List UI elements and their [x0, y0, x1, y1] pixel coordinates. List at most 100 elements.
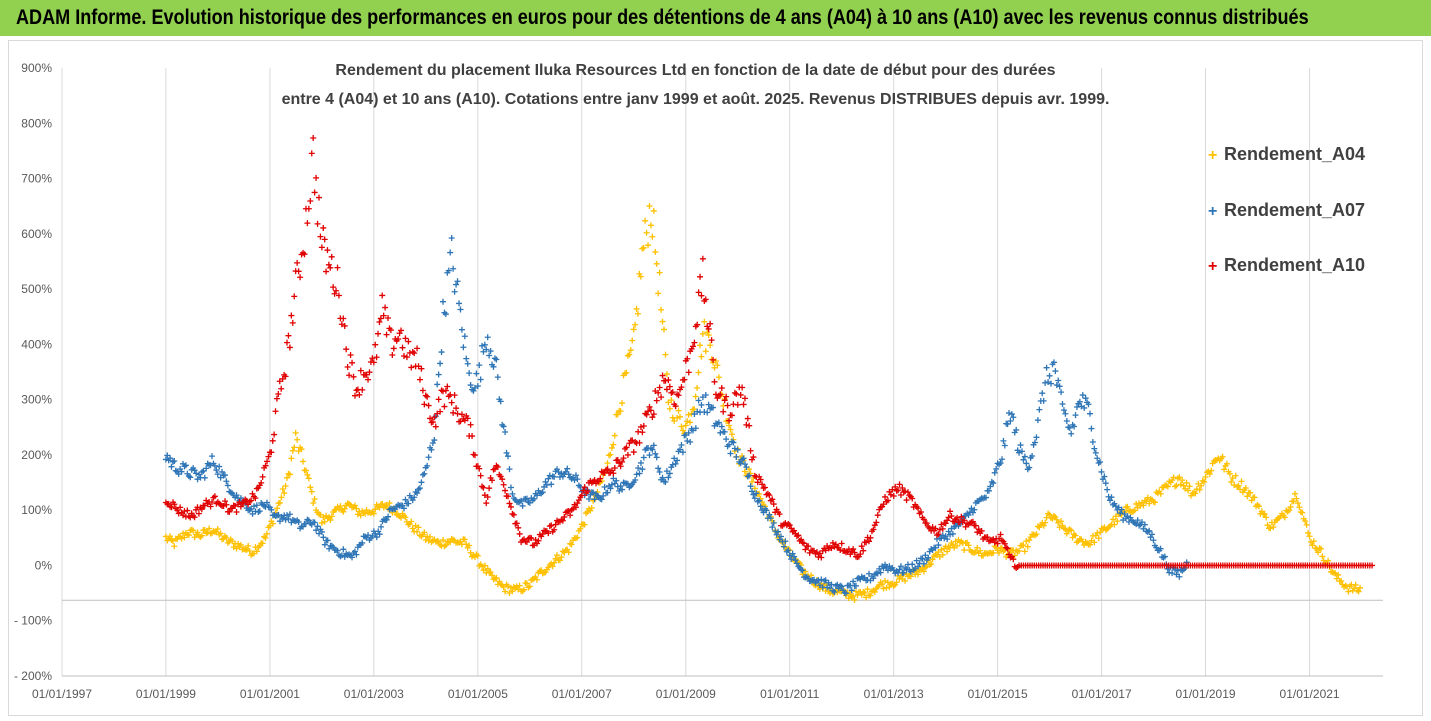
data-point: [1306, 533, 1313, 540]
data-point: [437, 408, 444, 415]
data-point: [944, 536, 951, 543]
data-point: [1014, 548, 1021, 555]
data-point: [958, 513, 965, 520]
data-point: [335, 292, 342, 299]
data-point: [414, 528, 421, 535]
data-point: [715, 374, 722, 381]
data-point: [523, 580, 530, 587]
data-point: [613, 477, 620, 484]
data-point: [1098, 468, 1105, 475]
data-point: [939, 551, 946, 558]
data-point: [1146, 527, 1153, 534]
data-point: [1032, 439, 1039, 446]
data-point: [269, 520, 276, 527]
data-point: [782, 538, 789, 545]
data-point: [461, 536, 468, 543]
data-point: [984, 534, 991, 541]
data-point: [418, 365, 425, 372]
data-point: [262, 462, 269, 469]
data-point: [219, 468, 226, 475]
data-point: [235, 540, 242, 547]
data-point: [402, 496, 409, 503]
data-point: [1010, 414, 1017, 421]
data-point: [450, 409, 457, 416]
data-point: [733, 453, 740, 460]
data-point: [523, 539, 530, 546]
data-point: [947, 531, 954, 538]
data-point: [1006, 410, 1013, 417]
data-point: [435, 371, 442, 378]
data-point: [555, 469, 562, 476]
data-point: [581, 521, 588, 528]
data-point: [177, 504, 184, 511]
data-point: [800, 540, 807, 547]
data-point: [268, 506, 275, 513]
data-point: [876, 565, 883, 572]
data-point: [728, 412, 735, 419]
y-tick-label: 800%: [21, 116, 52, 130]
data-point: [860, 547, 867, 554]
data-point: [422, 536, 429, 543]
data-point: [1316, 545, 1323, 552]
data-point: [373, 354, 380, 361]
data-point: [435, 396, 442, 403]
data-point: [265, 453, 272, 460]
data-point: [542, 478, 549, 485]
data-point: [600, 492, 607, 499]
data-point: [581, 484, 588, 491]
data-point: [692, 393, 699, 400]
data-point: [1033, 434, 1040, 441]
data-point: [686, 419, 693, 426]
data-point: [282, 483, 289, 490]
data-point: [1325, 557, 1332, 564]
data-point: [607, 451, 614, 458]
data-point: [637, 423, 644, 430]
data-point: [269, 437, 276, 444]
data-point: [340, 546, 347, 553]
data-point: [318, 519, 325, 526]
data-point: [913, 557, 920, 564]
data-point: [474, 552, 481, 559]
data-point: [1226, 470, 1233, 477]
data-point: [399, 344, 406, 351]
data-point: [698, 292, 705, 299]
data-point: [874, 512, 881, 519]
data-point: [945, 528, 952, 535]
y-tick-label: 300%: [21, 393, 52, 407]
data-point: [630, 326, 637, 333]
data-point: [274, 505, 281, 512]
data-point: [639, 466, 646, 473]
data-point: [400, 505, 407, 512]
data-point: [419, 387, 426, 394]
y-tick-label: 500%: [21, 282, 52, 296]
data-point: [195, 510, 202, 517]
data-point: [759, 481, 766, 488]
data-point: [307, 198, 314, 205]
data-point: [656, 384, 663, 391]
data-point: [983, 494, 990, 501]
x-tick-label: 01/01/2003: [344, 687, 404, 701]
data-point: [291, 444, 298, 451]
data-point: [1369, 562, 1376, 569]
data-point: [877, 569, 884, 576]
data-point: [864, 586, 871, 593]
data-point: [1169, 570, 1176, 577]
data-point: [324, 247, 331, 254]
data-point: [302, 467, 309, 474]
data-point: [403, 354, 410, 361]
data-point: [261, 502, 268, 509]
data-point: [1150, 537, 1157, 544]
data-point: [1104, 486, 1111, 493]
data-point: [347, 351, 354, 358]
data-point: [698, 353, 705, 360]
data-point: [327, 264, 334, 271]
data-point: [1011, 552, 1018, 559]
data-point: [899, 485, 906, 492]
data-point: [990, 536, 997, 543]
data-point: [484, 334, 491, 341]
data-point: [717, 429, 724, 436]
data-point: [935, 542, 942, 549]
data-point: [217, 530, 224, 537]
data-point: [379, 292, 386, 299]
data-point: [655, 465, 662, 472]
